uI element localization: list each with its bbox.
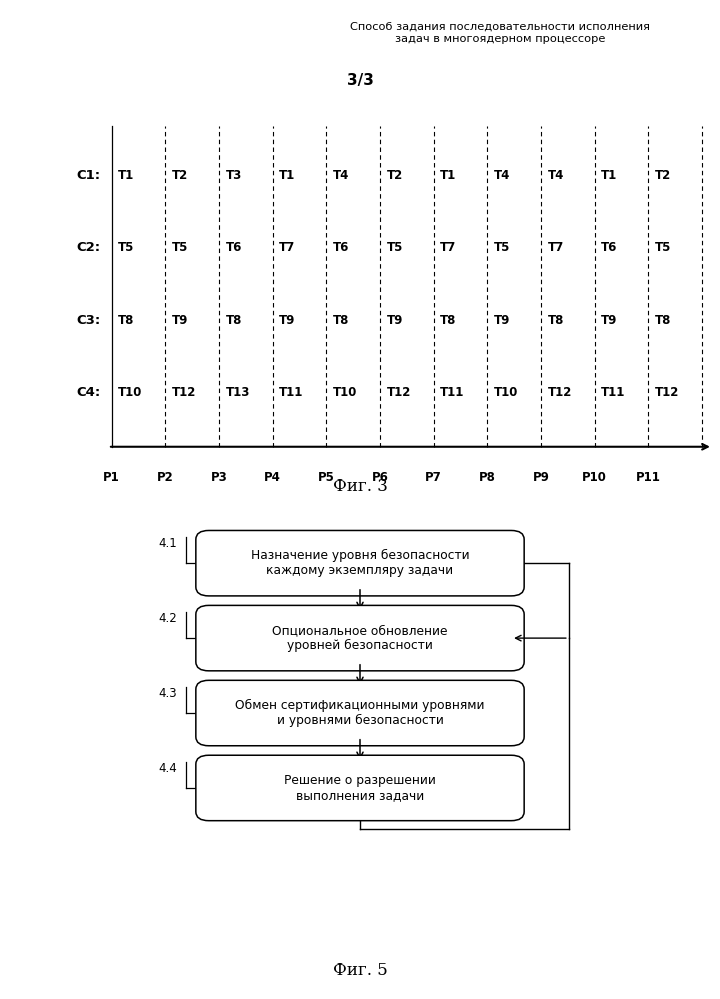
Text: T6: T6 (601, 242, 618, 255)
Text: T4: T4 (547, 169, 564, 182)
Text: 4.4: 4.4 (158, 761, 177, 775)
Text: T8: T8 (225, 314, 242, 327)
Text: T10: T10 (118, 387, 143, 400)
Text: T9: T9 (494, 314, 510, 327)
Text: T5: T5 (171, 242, 188, 255)
Text: P1: P1 (103, 471, 120, 484)
Text: T9: T9 (279, 314, 295, 327)
Text: T5: T5 (654, 242, 671, 255)
Text: T13: T13 (225, 387, 250, 400)
Text: P4: P4 (264, 471, 281, 484)
Text: T8: T8 (654, 314, 671, 327)
Text: T8: T8 (118, 314, 135, 327)
FancyBboxPatch shape (196, 605, 524, 671)
Text: T12: T12 (654, 387, 679, 400)
Text: T10: T10 (333, 387, 357, 400)
Text: T10: T10 (494, 387, 518, 400)
Text: P3: P3 (210, 471, 228, 484)
FancyBboxPatch shape (196, 530, 524, 595)
Text: T11: T11 (440, 387, 464, 400)
Text: T12: T12 (171, 387, 196, 400)
Text: T7: T7 (440, 242, 456, 255)
Text: Назначение уровня безопасности
каждому экземпляру задачи: Назначение уровня безопасности каждому э… (251, 549, 469, 577)
Text: T8: T8 (333, 314, 349, 327)
Text: Способ задания последовательности исполнения
задач в многоядерном процессоре: Способ задания последовательности исполн… (351, 22, 650, 44)
Text: C2:: C2: (76, 242, 101, 255)
Text: T4: T4 (333, 169, 349, 182)
Text: T1: T1 (601, 169, 617, 182)
Text: T1: T1 (440, 169, 456, 182)
Text: Решение о разрешении
выполнения задачи: Решение о разрешении выполнения задачи (284, 774, 436, 802)
Text: T2: T2 (171, 169, 188, 182)
Text: T7: T7 (547, 242, 564, 255)
Text: T7: T7 (279, 242, 295, 255)
Text: T1: T1 (279, 169, 295, 182)
Text: P5: P5 (318, 471, 335, 484)
Text: T2: T2 (387, 169, 402, 182)
Text: P2: P2 (157, 471, 174, 484)
Text: Фиг. 3: Фиг. 3 (333, 479, 387, 496)
FancyBboxPatch shape (196, 755, 524, 820)
Text: T6: T6 (333, 242, 349, 255)
Text: 4.2: 4.2 (158, 611, 177, 625)
Text: T5: T5 (387, 242, 402, 255)
Text: T12: T12 (387, 387, 411, 400)
Text: P9: P9 (533, 471, 549, 484)
Text: T8: T8 (547, 314, 564, 327)
Text: T5: T5 (494, 242, 510, 255)
Text: T9: T9 (171, 314, 188, 327)
Text: C4:: C4: (76, 387, 101, 400)
Text: T1: T1 (118, 169, 135, 182)
Text: T11: T11 (279, 387, 303, 400)
Text: P6: P6 (372, 471, 388, 484)
Text: P10: P10 (582, 471, 607, 484)
Text: Обмен сертификационными уровнями
и уровнями безопасности: Обмен сертификационными уровнями и уровн… (235, 699, 485, 727)
Text: T9: T9 (387, 314, 402, 327)
Text: 3/3: 3/3 (346, 73, 374, 88)
Text: T5: T5 (118, 242, 135, 255)
Text: C1:: C1: (76, 169, 101, 182)
Text: T12: T12 (547, 387, 572, 400)
Text: T6: T6 (225, 242, 242, 255)
Text: T3: T3 (225, 169, 242, 182)
Text: P11: P11 (636, 471, 661, 484)
Text: Опциональное обновление
уровней безопасности: Опциональное обновление уровней безопасн… (272, 624, 448, 652)
Text: 4.3: 4.3 (158, 687, 177, 700)
Text: P7: P7 (426, 471, 442, 484)
Text: Фиг. 5: Фиг. 5 (333, 962, 387, 979)
Text: P8: P8 (479, 471, 496, 484)
Text: C3:: C3: (76, 314, 101, 327)
Text: 4.1: 4.1 (158, 537, 177, 550)
Text: T8: T8 (440, 314, 456, 327)
Text: T9: T9 (601, 314, 618, 327)
Text: T2: T2 (654, 169, 671, 182)
FancyBboxPatch shape (196, 680, 524, 745)
Text: T11: T11 (601, 387, 626, 400)
Text: T4: T4 (494, 169, 510, 182)
